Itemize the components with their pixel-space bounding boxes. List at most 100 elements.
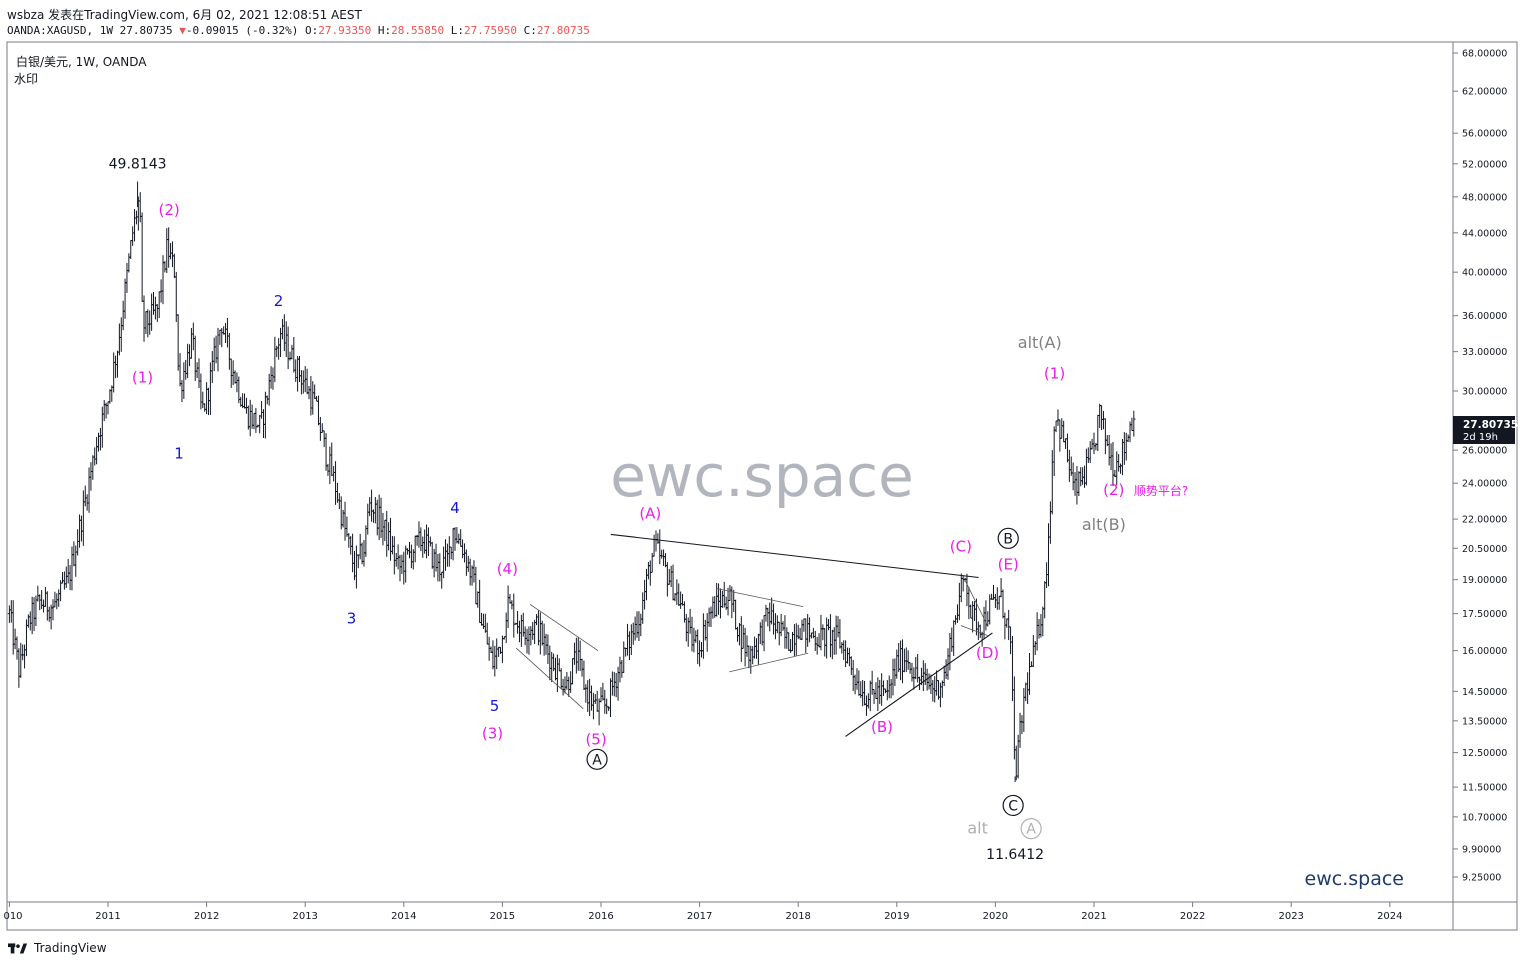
- ohlc-bar: [1008, 626, 1013, 655]
- ohlc-bar: [1020, 715, 1024, 735]
- wave-label[interactable]: (A): [639, 505, 661, 523]
- ohlc-bar: [589, 685, 594, 711]
- wave-label[interactable]: alt(B): [1082, 515, 1126, 534]
- low-value: 27.75950: [464, 24, 517, 37]
- ohlc-bar: [476, 591, 480, 608]
- ohlc-bar: [718, 588, 723, 619]
- ohlc-bar: [652, 534, 656, 557]
- ohlc-bar: [794, 623, 798, 656]
- ohlc-bar: [942, 665, 946, 687]
- wave-label[interactable]: (E): [998, 556, 1019, 574]
- wave-label[interactable]: alt: [967, 819, 988, 838]
- trendline[interactable]: [960, 625, 988, 636]
- ohlc-bar: [737, 623, 742, 646]
- wave-label[interactable]: (4): [497, 560, 518, 578]
- ohlc-bar: [1024, 682, 1028, 702]
- wave-label[interactable]: (C): [950, 537, 972, 555]
- trendline[interactable]: [529, 603, 599, 651]
- ohlc-bar: [851, 659, 855, 691]
- wave-label[interactable]: 1: [174, 444, 184, 462]
- ohlc-bar: [536, 610, 541, 646]
- y-tick-label: 33.00000: [1462, 347, 1507, 358]
- change-arrow-icon: ▼: [179, 24, 186, 37]
- wave-label[interactable]: (5): [585, 731, 606, 749]
- ohlc-bar: [735, 626, 740, 642]
- ohlc-bar: [952, 620, 956, 656]
- ohlc-bar: [993, 593, 997, 609]
- trendline[interactable]: [845, 632, 993, 737]
- ohlc-bar: [121, 300, 125, 331]
- ohlc-bar: [1010, 635, 1015, 702]
- wave-label[interactable]: 4: [450, 499, 460, 517]
- tradingview-logo[interactable]: TradingView: [8, 941, 107, 955]
- price-axis[interactable]: [1452, 41, 1518, 903]
- ohlc-bar: [557, 658, 561, 672]
- wave-label[interactable]: 2: [274, 292, 284, 310]
- ohlc-bar: [1077, 471, 1081, 497]
- ohlc-bar: [862, 680, 867, 706]
- wave-label[interactable]: (1): [132, 368, 153, 386]
- wave-label[interactable]: 3: [347, 609, 357, 627]
- circled-wave-label[interactable]: A: [1020, 817, 1042, 840]
- time-axis[interactable]: [6, 901, 1454, 931]
- ohlc-bar: [512, 593, 516, 638]
- trendline[interactable]: [716, 588, 804, 608]
- ohlc-bar: [540, 620, 544, 646]
- ohlc-bar: [570, 658, 575, 685]
- ohlc-bar: [15, 636, 19, 660]
- trendline[interactable]: [965, 581, 988, 626]
- price-tag-countdown: 2d 19h: [1463, 432, 1498, 443]
- ohlc-bar: [523, 626, 527, 646]
- wave-label[interactable]: (B): [871, 718, 893, 736]
- ohlc-bar: [398, 554, 402, 582]
- ohlc-bar: [474, 566, 478, 605]
- ohlc-bar: [880, 673, 884, 706]
- ohlc-bar: [802, 618, 806, 632]
- wave-label[interactable]: (1): [1044, 364, 1065, 382]
- ohlc-bar: [347, 533, 351, 548]
- ohlc-bar: [155, 304, 159, 322]
- wave-label[interactable]: 顺势平台?: [1134, 483, 1188, 498]
- ohlc-bar: [825, 617, 829, 659]
- ohlc-bar: [290, 344, 294, 360]
- ohlc-bar: [629, 624, 633, 656]
- svg-text:A: A: [592, 752, 602, 768]
- ohlc-bar: [248, 399, 252, 437]
- trendline[interactable]: [610, 533, 979, 579]
- wave-label[interactable]: (3): [482, 724, 503, 742]
- wave-label[interactable]: (2): [1103, 481, 1124, 499]
- ohlc-bar: [21, 644, 25, 661]
- trendline[interactable]: [729, 652, 809, 673]
- ohlc-bar: [49, 604, 53, 630]
- circled-wave-label[interactable]: A: [586, 748, 608, 770]
- ohlc-bar: [62, 571, 66, 590]
- symbol-info[interactable]: OANDA:XAGUSD, 1W 27.80735: [7, 24, 173, 37]
- trendline[interactable]: [515, 647, 584, 710]
- ohlc-bar: [468, 558, 472, 586]
- wave-label[interactable]: (2): [159, 201, 180, 219]
- wave-label[interactable]: (D): [976, 644, 999, 662]
- ohlc-bar: [898, 640, 903, 681]
- ohlc-bar: [517, 620, 522, 643]
- circled-wave-label[interactable]: B: [997, 527, 1019, 549]
- ohlc-bar: [726, 587, 730, 616]
- ohlc-bar: [529, 626, 533, 646]
- ohlc-bar: [265, 395, 269, 405]
- wave-label[interactable]: alt(A): [1018, 333, 1062, 352]
- ohlc-bar: [707, 607, 711, 627]
- ohlc-bar: [278, 327, 283, 357]
- ohlc-bar: [354, 545, 358, 589]
- ohlc-bar: [504, 612, 508, 643]
- ohlc-bar: [739, 616, 743, 662]
- circled-wave-label[interactable]: C: [1002, 794, 1024, 817]
- ohlc-bar: [519, 614, 523, 647]
- ohlc-bar: [764, 604, 768, 622]
- ohlc-bar: [404, 545, 408, 583]
- ohlc-bar: [809, 632, 814, 639]
- ohlc-bar: [81, 490, 85, 546]
- wave-label[interactable]: 5: [490, 697, 500, 715]
- ohlc-bar: [1117, 454, 1121, 472]
- ohlc-bar: [616, 666, 620, 701]
- ohlc-bar: [438, 553, 442, 582]
